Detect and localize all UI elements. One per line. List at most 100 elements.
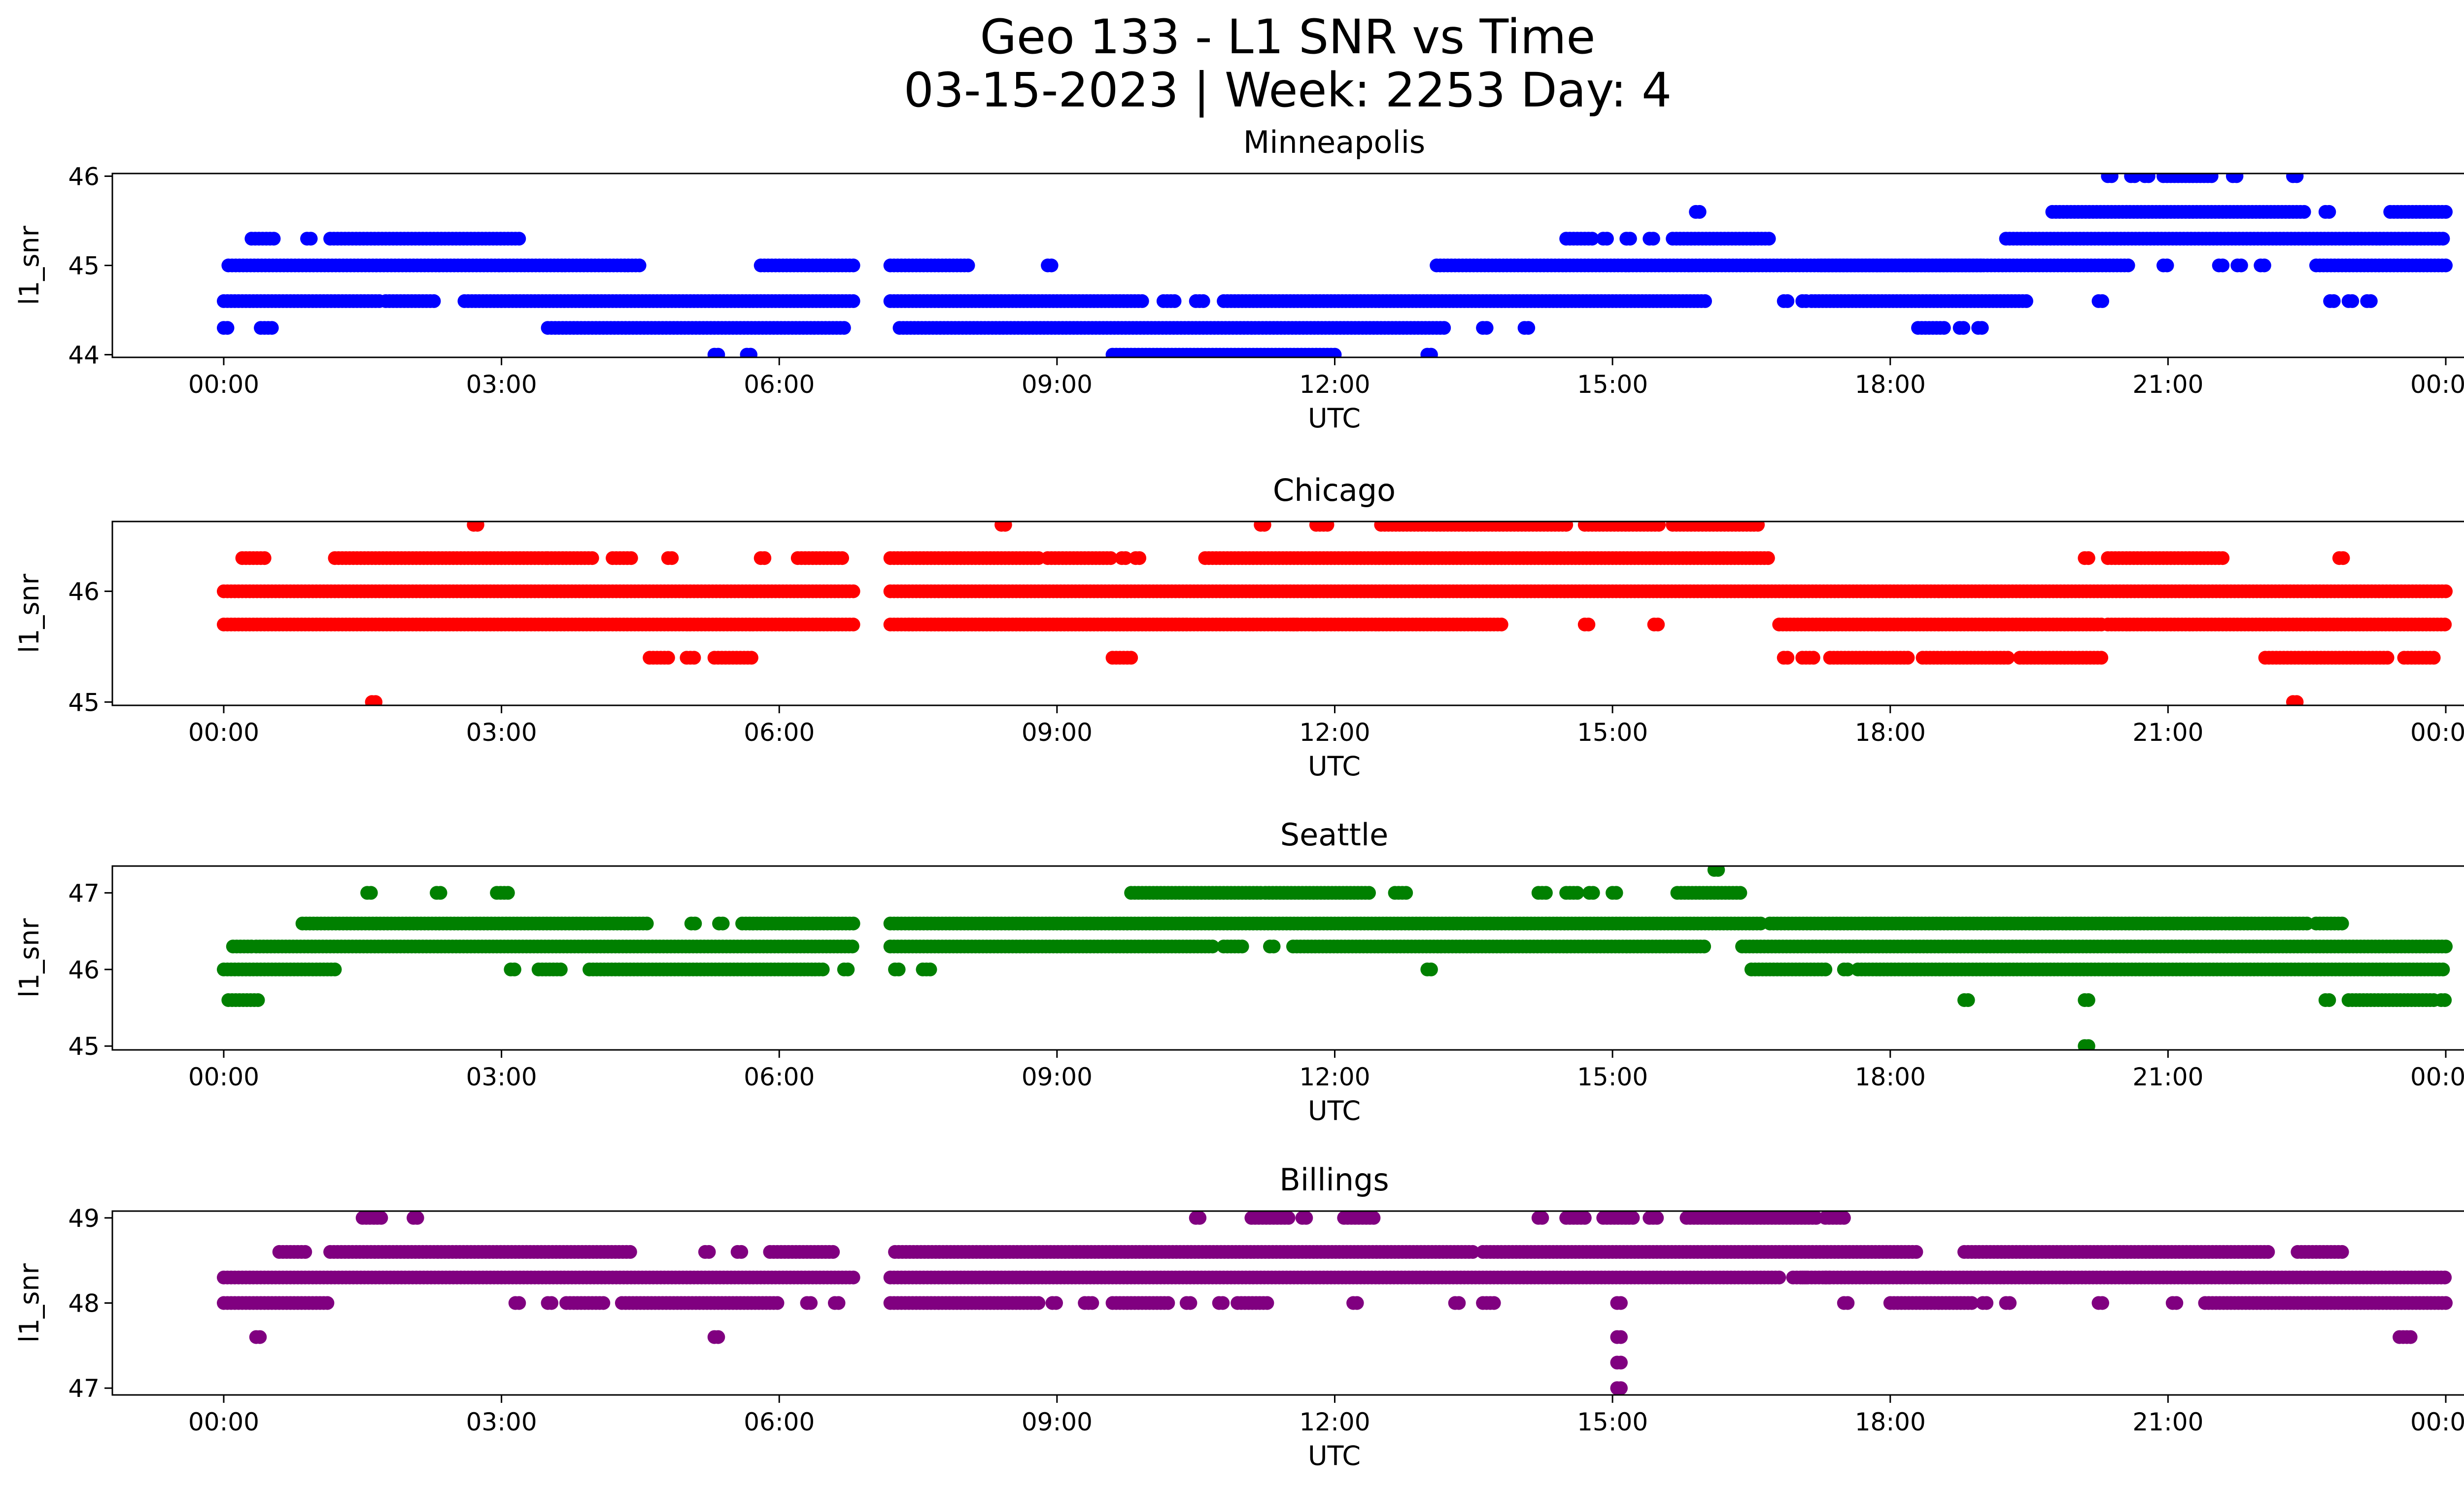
x-tick-label: 12:00 <box>1299 370 1370 399</box>
data-run <box>1952 321 1971 335</box>
data-point <box>1362 886 1376 900</box>
axes-frame <box>111 521 2464 706</box>
data-point <box>1437 321 1451 335</box>
x-tick-label: 06:00 <box>744 718 815 747</box>
data-run <box>504 962 521 976</box>
data-run <box>1596 232 1614 246</box>
data-point <box>1320 522 1335 532</box>
data-point <box>1581 618 1596 631</box>
data-point <box>1179 618 1194 631</box>
data-point <box>744 651 758 665</box>
data-run <box>365 695 383 705</box>
data-run <box>883 551 1046 565</box>
data-point <box>1698 294 1712 308</box>
x-tick-label: 18:00 <box>1855 718 1926 747</box>
data-point <box>716 916 730 931</box>
data-run <box>994 522 1012 532</box>
data-point <box>1733 886 1747 900</box>
data-point <box>251 993 265 1007</box>
data-run <box>582 962 830 976</box>
data-point <box>2121 258 2135 273</box>
data-run <box>2013 651 2109 665</box>
data-run <box>1105 651 1138 665</box>
data-run <box>1577 618 1596 631</box>
data-run <box>1559 232 1599 246</box>
data-point <box>744 348 757 357</box>
data-run <box>1217 294 1712 308</box>
data-run <box>2091 294 2109 308</box>
data-run <box>1531 886 1553 900</box>
data-point <box>512 232 526 246</box>
data-point <box>265 321 279 335</box>
data-run <box>217 618 860 631</box>
data-run <box>328 551 553 565</box>
data-run <box>1643 232 1660 246</box>
data-point <box>427 294 441 308</box>
data-run <box>883 294 1149 308</box>
data-point <box>257 551 272 565</box>
data-point <box>2229 174 2244 183</box>
data-point <box>2380 651 2395 665</box>
data-point <box>846 916 860 931</box>
data-point <box>2427 651 2441 665</box>
data-point <box>1479 321 1494 335</box>
data-point <box>1399 886 1413 900</box>
data-point <box>2257 258 2271 273</box>
data-run <box>1606 886 1623 900</box>
data-point <box>891 962 906 976</box>
data-run <box>883 916 1768 931</box>
data-run <box>430 886 447 900</box>
data-point <box>1697 939 1711 954</box>
x-tick-label: 15:00 <box>1577 718 1648 747</box>
data-points <box>217 522 2453 705</box>
data-points <box>217 866 2453 1050</box>
data-point <box>2104 174 2119 183</box>
data-run <box>300 232 318 246</box>
data-point <box>1135 294 1149 308</box>
figure-title-line2: 03-15-2023 | Week: 2253 Day: 4 <box>903 63 1672 118</box>
data-point <box>2439 939 2453 954</box>
data-point <box>846 584 860 598</box>
data-run <box>2360 294 2378 308</box>
data-point <box>665 551 679 565</box>
data-point <box>1167 294 1182 308</box>
data-point <box>1424 348 1438 357</box>
x-tick-label: 12:00 <box>1299 718 1370 747</box>
data-point <box>364 886 378 900</box>
data-point <box>501 886 515 900</box>
data-point <box>1494 618 1508 631</box>
x-tick-label: 06:00 <box>744 370 815 399</box>
data-run <box>2212 258 2230 273</box>
data-point <box>2204 174 2219 183</box>
data-run <box>1420 348 1438 357</box>
data-run <box>2078 551 2095 565</box>
data-point <box>1780 294 1795 308</box>
data-run <box>740 348 757 357</box>
data-point <box>553 962 568 976</box>
data-run <box>217 321 235 335</box>
data-run <box>2341 294 2360 308</box>
data-run <box>2101 618 2452 631</box>
data-point <box>1711 866 1725 877</box>
data-point <box>1761 551 1775 565</box>
figure-title-line1: Geo 133 - L1 SNR vs Time <box>980 9 1596 65</box>
data-run <box>837 962 855 976</box>
data-run <box>2138 174 2156 183</box>
data-point <box>1806 651 1820 665</box>
data-run <box>916 962 937 976</box>
subplot-title: Minneapolis <box>1243 124 1426 160</box>
data-point <box>841 962 855 976</box>
data-run <box>244 232 281 246</box>
data-run <box>2397 651 2441 665</box>
data-point <box>328 962 342 976</box>
data-run <box>1388 886 1413 900</box>
x-axis-label: UTC <box>1308 403 1361 434</box>
data-run <box>378 294 441 308</box>
data-point <box>585 551 599 565</box>
data-run <box>1041 551 1118 565</box>
data-run <box>1286 939 1711 954</box>
data-run <box>226 939 259 954</box>
data-point <box>2439 205 2453 219</box>
